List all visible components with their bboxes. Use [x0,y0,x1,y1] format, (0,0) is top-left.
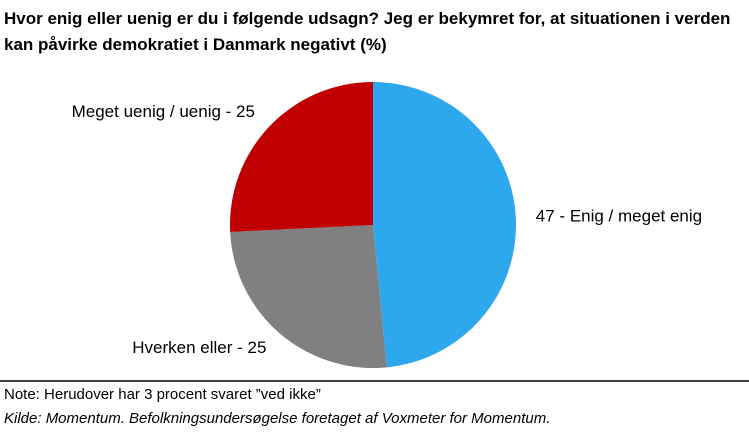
data-label: Hverken eller - 25 [132,338,266,357]
pie-slice [230,225,387,368]
note: Note: Herudover har 3 procent svaret ”ve… [4,386,321,403]
pie-slice [373,82,517,368]
source: Kilde: Momentum. Befolkningsundersøgelse… [4,410,551,427]
data-label: 47 - Enig / meget enig [536,207,702,226]
pie-slice [230,82,373,232]
data-label: Meget uenig / uenig - 25 [72,102,255,121]
chart-title: Hvor enig eller uenig er du i følgende u… [4,9,731,54]
